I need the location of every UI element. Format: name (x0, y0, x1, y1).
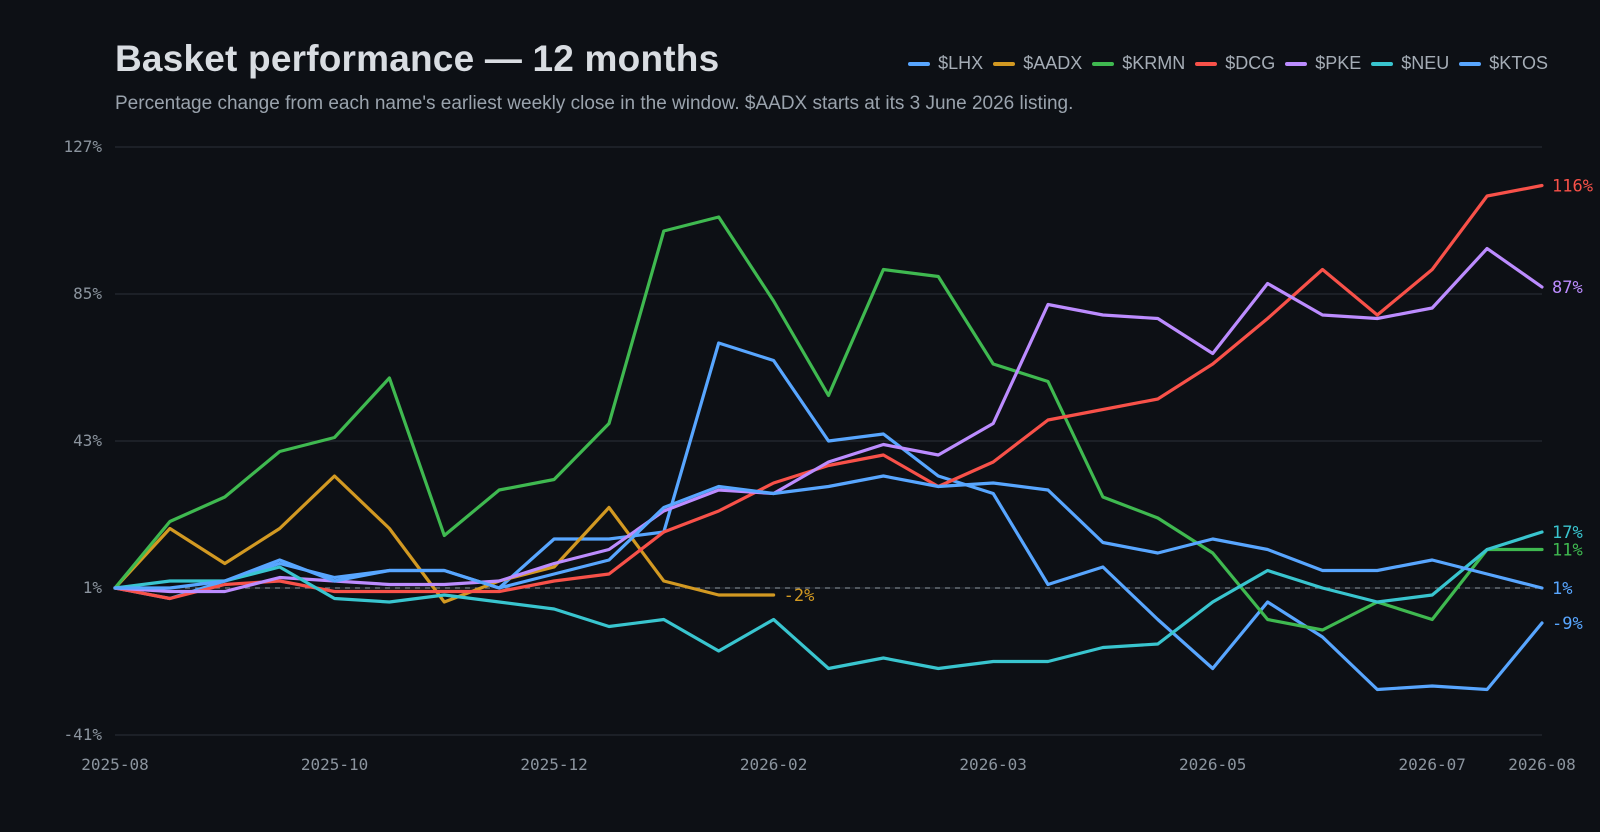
x-tick-label: 2026-05 (1179, 755, 1246, 774)
legend-label: $PKE (1315, 53, 1362, 73)
x-tick-label: 2025-10 (301, 755, 368, 774)
series-line (113, 183, 1544, 601)
x-tick-label: 2026-08 (1508, 755, 1575, 774)
legend-label: $DCG (1225, 53, 1276, 73)
legend-swatch (1195, 61, 1218, 66)
legend-label: $LHX (938, 53, 984, 73)
legend-swatch (908, 61, 931, 66)
end-label: 11% (1552, 541, 1583, 561)
x-tick-label: 2025-12 (520, 755, 587, 774)
y-tick-label: 43% (73, 431, 102, 450)
legend-swatch (1371, 61, 1394, 66)
legend-swatch (1459, 61, 1482, 66)
legend-item: $PKE (1285, 53, 1361, 74)
x-tick-label: 2026-03 (959, 755, 1026, 774)
legend-label: $NEU (1401, 53, 1450, 73)
legend-item: $KRMN (1092, 53, 1185, 74)
legend-item: $AADX (993, 53, 1082, 74)
end-label: -2% (784, 586, 815, 606)
series-line (113, 215, 1544, 632)
legend-swatch (1092, 61, 1115, 66)
x-tick-label: 2025-08 (81, 755, 148, 774)
y-tick-label: -41% (63, 725, 102, 744)
end-label: -9% (1552, 614, 1583, 634)
legend: $LHX $AADX $KRMN $DCG $PKE $NEU $KTOS (898, 53, 1548, 74)
series-line (113, 474, 776, 604)
page-title: Basket performance — 12 months (115, 38, 720, 79)
y-tick-label: 85% (73, 284, 102, 303)
end-label: 87% (1552, 278, 1583, 298)
legend-item: $LHX (908, 53, 983, 74)
legend-swatch (1285, 61, 1308, 66)
series-line (113, 246, 1544, 594)
end-label: 116% (1552, 177, 1593, 197)
y-tick-label: 1% (83, 578, 103, 597)
legend-item: $KTOS (1459, 53, 1548, 74)
x-tick-label: 2026-07 (1399, 755, 1466, 774)
legend-swatch (993, 61, 1016, 66)
end-label: 17% (1552, 523, 1583, 543)
page-subtitle: Percentage change from each name's earli… (115, 93, 1074, 114)
series-line (113, 530, 1544, 671)
end-label: 1% (1552, 579, 1572, 599)
legend-label: $KRMN (1122, 53, 1186, 73)
legend-item: $NEU (1371, 53, 1449, 74)
legend-item: $DCG (1195, 53, 1275, 74)
x-tick-label: 2026-02 (740, 755, 807, 774)
legend-label: $AADX (1023, 53, 1083, 73)
y-tick-label: 127% (63, 137, 102, 156)
legend-label: $KTOS (1489, 53, 1548, 73)
series-line (113, 474, 1544, 590)
